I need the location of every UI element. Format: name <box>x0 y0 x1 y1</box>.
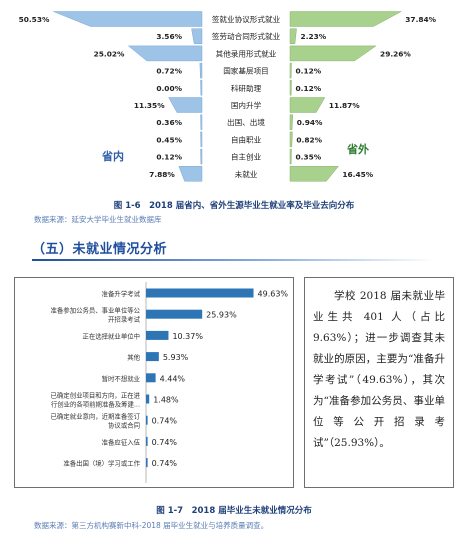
bar-3 <box>146 330 169 340</box>
right-bar-10 <box>289 166 339 182</box>
right-value-label-5: 0.12% <box>296 84 322 93</box>
bar-value-label-9: 0.74% <box>152 459 178 468</box>
bar-value-label-1: 49.63% <box>258 290 289 299</box>
bar-value-label-4: 5.93% <box>163 353 189 362</box>
right-bar-6 <box>289 97 326 113</box>
left-value-label-8: 0.45% <box>156 135 182 144</box>
category-label-5: 科研助理 <box>231 83 262 93</box>
butterfly-bars: 签就业协议形式就业 50.53% 37.84% 签劳动合同形式就业 3.56% 2.23%… <box>19 11 437 182</box>
right-bar-4 <box>289 62 292 79</box>
section-title: （五）未就业情况分析 <box>32 242 168 257</box>
left-bar-5 <box>200 80 203 96</box>
bar-category-label-1: 准备升学考试 <box>102 289 141 298</box>
bar-category-label-7-line-1: 已确定就业意向，近期准备签订 <box>51 412 141 421</box>
figure-1-6-source: 数据来源：延安大学毕业生就业数据库 <box>34 215 162 224</box>
left-value-label-5: 0.00% <box>156 84 182 93</box>
right-value-label-7: 0.94% <box>297 118 323 127</box>
category-label-6: 国内升学 <box>231 100 262 110</box>
left-value-label-9: 0.12% <box>156 153 182 162</box>
category-label-8: 自由职业 <box>231 134 262 144</box>
category-label-10: 未就业 <box>235 169 258 179</box>
left-value-label-1: 50.53% <box>19 15 50 24</box>
figure-1-7-caption: 图 1-7 2018 届毕业生未就业情况分布 <box>156 506 312 516</box>
right-bar-2 <box>289 28 297 44</box>
category-label-2: 签劳动合同形式就业 <box>212 31 281 41</box>
unemployment-bars: 49.63% 准备升学考试 25.93% 准备参加公务员、事业单位等公开招录考试 10.… <box>51 282 289 483</box>
right-value-label-10: 16.45% <box>342 170 373 179</box>
bar-category-label-2-line-2: 开招录考试 <box>108 315 141 324</box>
bar-4 <box>146 352 159 362</box>
left-value-label-6: 11.35% <box>134 101 165 110</box>
bar-value-label-2: 25.93% <box>206 311 237 320</box>
bar-category-label-4: 其他 <box>127 353 140 362</box>
bar-category-label-8: 准备应征入伍 <box>102 437 141 446</box>
left-bar-1 <box>53 11 203 27</box>
right-bar-3 <box>289 45 377 62</box>
right-value-label-3: 29.26% <box>380 49 411 58</box>
bar-category-label-5: 暂时不想就业 <box>102 374 141 383</box>
bar-category-label-9: 准备出国（境）学习或工作 <box>63 459 140 468</box>
category-label-1: 签就业协议形式就业 <box>212 14 281 24</box>
right-region-label: 省外 <box>346 142 369 156</box>
left-bar-6 <box>168 97 203 113</box>
bar-category-label-2-line-1: 准备参加公务员、事业单位等公 <box>51 306 141 315</box>
bar-category-label-6-line-2: 行创业的各项前期准备及筹建... <box>51 400 140 409</box>
bar-category-label-3: 正在选择就业单位中 <box>82 331 140 340</box>
left-bar-2 <box>191 28 203 44</box>
analysis-textbox: 学校 2018 届未就业毕业生共 401 人（占比 9.63%）；进一步调查其未… <box>304 277 454 488</box>
figure-1-7-source: 数据来源：第三方机构赛新中科-2018 届毕业生就业与培养质量调查。 <box>34 521 269 530</box>
right-value-label-2: 2.23% <box>301 32 327 41</box>
right-value-label-8: 0.82% <box>296 135 322 144</box>
bar-value-label-6: 1.48% <box>153 396 179 405</box>
left-value-label-2: 3.56% <box>156 32 182 41</box>
bar-value-label-7: 0.74% <box>152 417 178 426</box>
bar-value-label-8: 0.74% <box>152 438 178 447</box>
right-bar-1 <box>289 11 402 27</box>
left-value-label-3: 25.02% <box>94 49 125 58</box>
bar-1 <box>146 288 254 298</box>
right-value-label-9: 0.35% <box>296 153 322 162</box>
right-bar-8 <box>289 131 293 148</box>
right-value-label-6: 11.87% <box>329 101 360 110</box>
category-label-4: 国家基层项目 <box>223 66 269 76</box>
bar-9 <box>146 458 148 468</box>
bar-8 <box>146 436 148 446</box>
analysis-paragraph: 学校 2018 届未就业毕业生共 401 人（占比 9.63%）；进一步调查其未… <box>313 290 445 449</box>
left-bar-9 <box>200 148 203 165</box>
section-divider <box>32 259 436 261</box>
bar-value-label-5: 4.44% <box>160 374 186 383</box>
right-bar-7 <box>289 114 294 130</box>
right-bar-5 <box>289 80 292 96</box>
left-value-label-10: 7.88% <box>149 170 175 179</box>
left-bar-10 <box>178 166 203 182</box>
bar-category-label-7-line-2: 协议或合同 <box>108 421 140 430</box>
category-label-3: 其他录用形式就业 <box>216 48 277 58</box>
unemployment-bar-chart: 49.63% 准备升学考试 25.93% 准备参加公务员、事业单位等公开招录考试 10.… <box>51 282 289 483</box>
bar-category-label-6-line-1: 已确定创业项目和方向，正在进 <box>51 391 141 400</box>
left-region-label: 省内 <box>101 149 124 163</box>
left-bar-4 <box>199 62 203 79</box>
bar-6 <box>146 394 150 404</box>
butterfly-chart: 签就业协议形式就业 50.53% 37.84% 签劳动合同形式就业 3.56% 2.23%… <box>19 11 437 182</box>
right-value-label-4: 0.12% <box>296 67 322 76</box>
left-bar-3 <box>127 45 203 62</box>
category-label-9: 自主创业 <box>231 152 262 162</box>
right-bar-9 <box>289 148 292 165</box>
bar-5 <box>146 373 156 383</box>
category-label-7: 出国、出境 <box>227 117 265 127</box>
figure-1-6-caption: 图 1-6 2018 届省内、省外生源毕业生就业率及毕业去向分布 <box>113 201 355 211</box>
bar-value-label-3: 10.37% <box>172 332 203 341</box>
left-value-label-7: 0.36% <box>156 118 182 127</box>
right-value-label-1: 37.84% <box>405 15 436 24</box>
left-value-label-4: 0.72% <box>156 67 182 76</box>
bar-7 <box>146 415 148 425</box>
left-bar-8 <box>200 131 203 148</box>
unemployment-chart-frame: 49.63% 准备升学考试 25.93% 准备参加公务员、事业单位等公 开招录考试 10.… <box>14 277 294 488</box>
bar-2 <box>146 309 203 319</box>
left-bar-7 <box>200 114 203 130</box>
